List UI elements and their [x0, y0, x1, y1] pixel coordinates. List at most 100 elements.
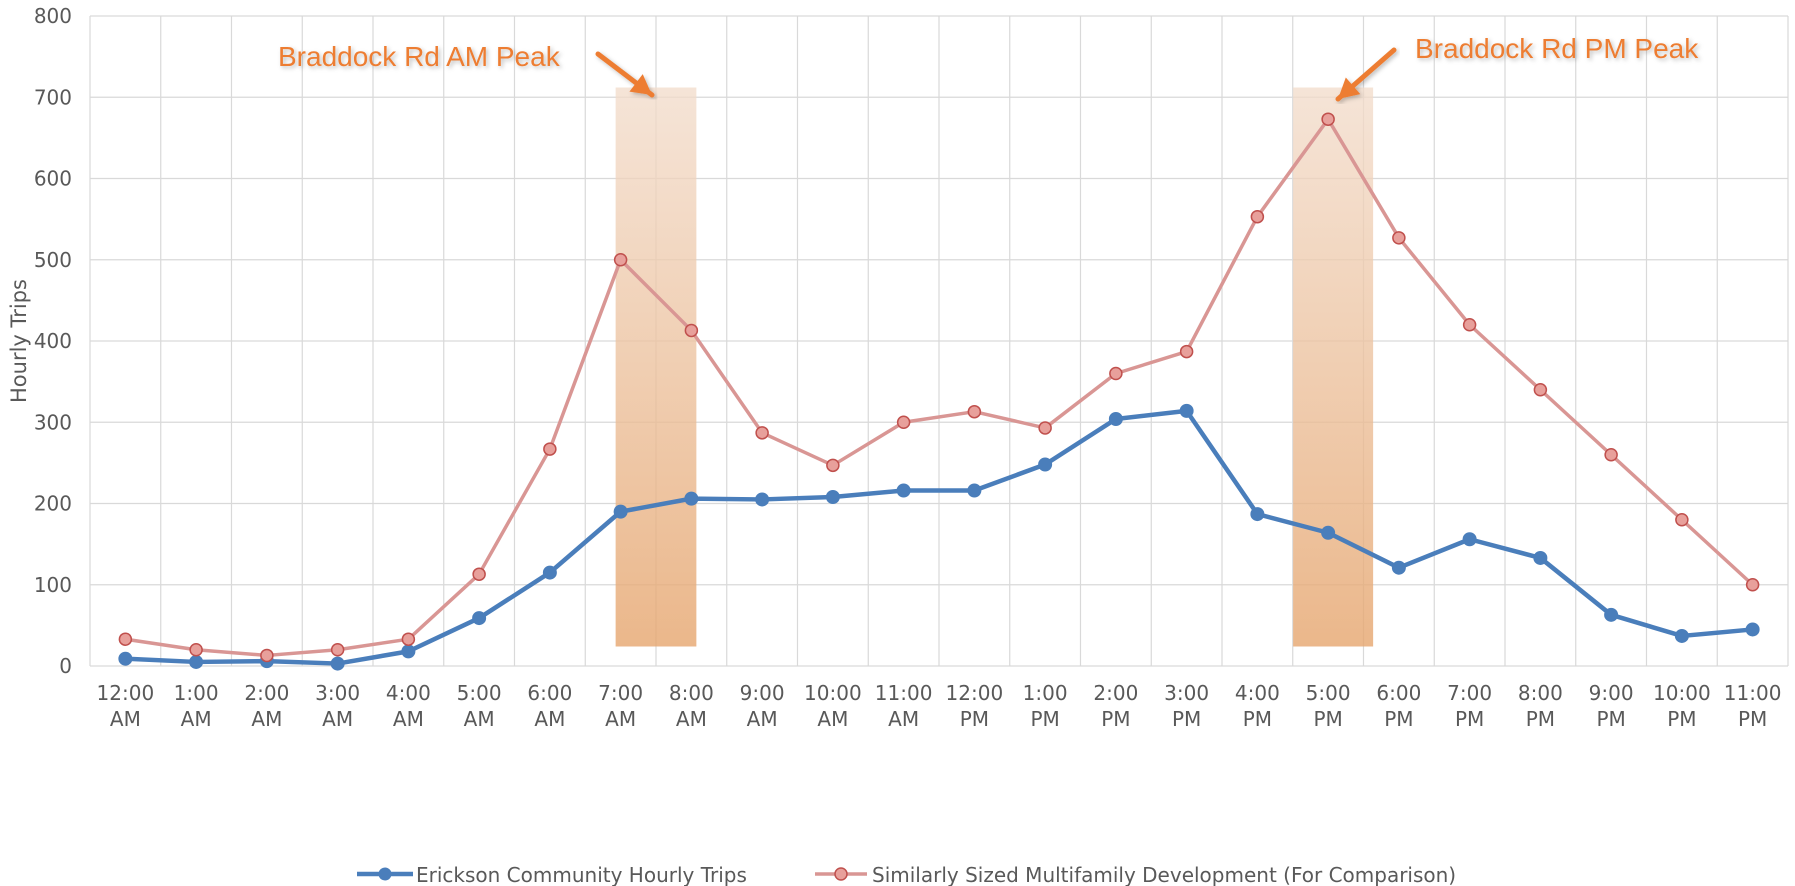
data-point-multifamily [189, 643, 203, 657]
series-line-multifamily [123, 117, 1755, 658]
data-point-erickson [1179, 403, 1194, 418]
series-line-erickson [123, 408, 1755, 666]
x-tick-period: AM [393, 707, 424, 731]
data-point-multifamily [613, 253, 628, 267]
x-tick-time: 1:00 [174, 681, 219, 705]
x-tick-time: 5:00 [457, 681, 502, 705]
data-point-erickson [1533, 550, 1548, 565]
x-tick-period: PM [1526, 707, 1555, 731]
data-point-multifamily [118, 632, 133, 646]
x-tick-period: AM [322, 707, 353, 731]
data-point-erickson [755, 492, 770, 507]
x-tick-label: 8:00 PM [1518, 681, 1563, 731]
data-point-erickson [1745, 622, 1760, 637]
x-tick-time: 3:00 [1164, 681, 1209, 705]
x-tick-time: 4:00 [1235, 681, 1280, 705]
x-tick-label: 3:00 PM [1164, 681, 1209, 731]
data-point-erickson [330, 656, 345, 671]
x-tick-time: 12:00 [946, 681, 1004, 705]
data-point-erickson [613, 504, 628, 519]
legend-marker-multifamily [834, 867, 848, 881]
x-tick-label: 5:00 AM [457, 681, 502, 731]
data-point-erickson [1391, 560, 1406, 575]
x-tick-time: 11:00 [1724, 681, 1782, 705]
data-point-erickson [542, 565, 557, 580]
y-tick-label: 0 [59, 654, 72, 678]
x-tick-period: AM [676, 707, 707, 731]
x-tick-period: AM [181, 707, 212, 731]
x-tick-period: AM [888, 707, 919, 731]
callout-arrow-head [629, 74, 652, 95]
callout-arrow-head [1338, 77, 1361, 99]
data-point-erickson [1038, 457, 1053, 472]
legend-marker-erickson [378, 867, 392, 881]
x-tick-label: 11:00 PM [1724, 681, 1782, 731]
data-point-erickson [1250, 507, 1265, 522]
x-tick-label: 4:00 AM [386, 681, 431, 731]
x-tick-label: 12:00 AM [97, 681, 155, 731]
x-tick-label: 2:00 AM [244, 681, 289, 731]
y-tick-label: 200 [34, 492, 72, 516]
data-point-erickson [1462, 532, 1477, 547]
y-tick-label: 100 [34, 573, 72, 597]
x-tick-time: 1:00 [1023, 681, 1068, 705]
x-tick-period: AM [605, 707, 636, 731]
data-point-erickson [967, 483, 982, 498]
x-tick-time: 9:00 [1589, 681, 1634, 705]
data-point-multifamily [543, 442, 557, 456]
data-point-multifamily [1179, 344, 1194, 359]
x-tick-label: 1:00 AM [174, 681, 219, 731]
x-tick-label: 7:00 AM [598, 681, 643, 731]
data-point-erickson [896, 483, 911, 498]
x-tick-label: 11:00 AM [875, 681, 933, 731]
x-tick-time: 12:00 [97, 681, 155, 705]
data-point-erickson [472, 611, 487, 626]
x-tick-time: 6:00 [527, 681, 572, 705]
pm-peak-callout-arrow [1335, 47, 1397, 102]
y-tick-label: 300 [34, 410, 72, 434]
pm-peak-callout-label: Braddock Rd PM Peak [1415, 33, 1699, 64]
data-point-erickson [1108, 412, 1123, 426]
y-axis-title: Hourly Trips [7, 279, 31, 403]
data-point-multifamily [1745, 578, 1760, 592]
data-point-erickson [1674, 628, 1689, 643]
data-point-multifamily [260, 648, 274, 663]
data-point-multifamily [1675, 513, 1689, 527]
x-tick-label: 7:00 PM [1447, 681, 1492, 731]
data-point-multifamily [1321, 112, 1335, 126]
data-point-erickson [118, 651, 133, 666]
data-point-multifamily [330, 643, 345, 657]
x-tick-time: 4:00 [386, 681, 431, 705]
data-point-erickson [1321, 525, 1336, 540]
x-tick-label: 8:00 AM [669, 681, 714, 731]
data-point-multifamily [1604, 448, 1618, 462]
x-tick-label: 9:00 AM [740, 681, 785, 731]
x-tick-period: AM [534, 707, 565, 731]
data-point-multifamily [1392, 231, 1406, 245]
data-point-multifamily [967, 404, 982, 419]
data-point-erickson [684, 491, 699, 506]
x-tick-period: AM [464, 707, 495, 731]
x-tick-label: 10:00 AM [804, 681, 862, 731]
y-tick-label: 600 [34, 167, 72, 191]
y-tick-label: 500 [34, 248, 72, 272]
y-tick-label: 400 [34, 329, 72, 353]
x-tick-label: 10:00 PM [1653, 681, 1711, 731]
x-tick-label: 6:00 PM [1376, 681, 1421, 731]
x-tick-time: 11:00 [875, 681, 933, 705]
data-point-multifamily [401, 632, 416, 646]
data-point-multifamily [755, 426, 769, 440]
data-point-erickson [825, 490, 840, 504]
x-tick-time: 6:00 [1376, 681, 1421, 705]
x-tick-time: 7:00 [598, 681, 643, 705]
data-point-erickson [189, 654, 204, 669]
x-tick-time: 8:00 [1518, 681, 1563, 705]
data-point-multifamily [684, 323, 699, 338]
x-tick-time: 2:00 [244, 681, 289, 705]
am-peak-callout-arrow [595, 51, 655, 98]
x-tick-period: AM [110, 707, 141, 731]
data-point-multifamily [896, 415, 911, 429]
x-tick-label: 1:00 PM [1023, 681, 1068, 731]
x-tick-period: PM [1101, 707, 1130, 731]
